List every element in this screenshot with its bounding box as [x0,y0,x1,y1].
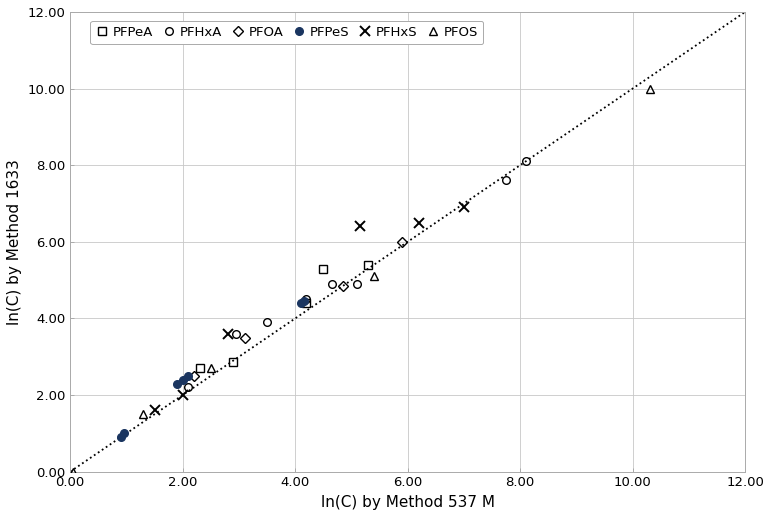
Legend: PFPeA, PFHxA, PFOA, PFPeS, PFHxS, PFOS: PFPeA, PFHxA, PFOA, PFPeS, PFHxS, PFOS [90,21,483,44]
X-axis label: ln(C) by Method 537 M: ln(C) by Method 537 M [321,495,495,510]
Y-axis label: ln(C) by Method 1633: ln(C) by Method 1633 [7,159,22,325]
